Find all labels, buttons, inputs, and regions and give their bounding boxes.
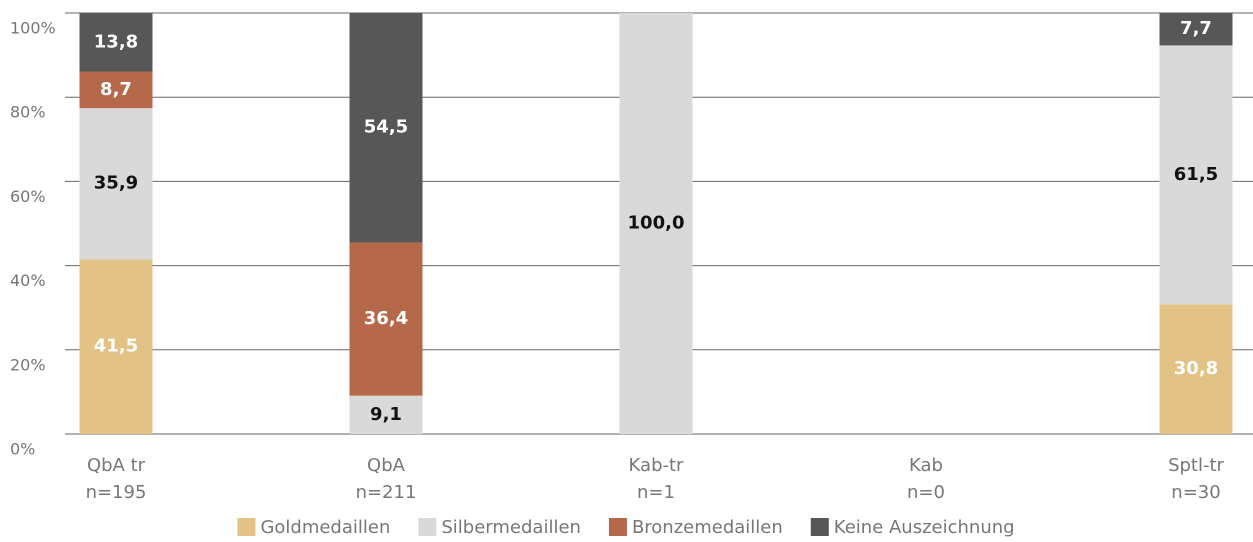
y-tick-label: 0% xyxy=(10,440,35,459)
legend-swatch xyxy=(608,518,627,536)
bar-segment xyxy=(79,13,153,72)
bar-segment xyxy=(1159,45,1233,305)
bar-segment xyxy=(79,108,153,260)
bar-segment xyxy=(349,395,423,434)
data-label: 41,5 xyxy=(94,336,138,357)
data-label: 9,1 xyxy=(370,404,402,425)
bar-segment xyxy=(79,259,153,434)
bar-segment xyxy=(1159,304,1233,434)
y-tick-label: 40% xyxy=(10,271,46,290)
bar-segment xyxy=(349,242,423,396)
data-label: 54,5 xyxy=(364,117,408,138)
data-label: 8,7 xyxy=(100,79,132,100)
x-tick-label: Kab-tr xyxy=(629,455,684,476)
y-tick-label: 80% xyxy=(10,103,46,122)
bar-segment xyxy=(1159,13,1233,46)
x-tick-label: n=195 xyxy=(86,482,147,503)
y-tick-label: 60% xyxy=(10,187,46,206)
data-label: 13,8 xyxy=(94,31,138,52)
y-tick-label: 100% xyxy=(10,19,56,38)
x-tick-label: Sptl-tr xyxy=(1168,455,1224,476)
x-tick-label: n=30 xyxy=(1171,482,1220,503)
data-label: 36,4 xyxy=(364,308,408,329)
data-label: 7,7 xyxy=(1180,18,1212,39)
y-tick-label: 20% xyxy=(10,355,46,374)
x-tick-label: QbA tr xyxy=(87,455,146,476)
data-label: 100,0 xyxy=(628,213,685,234)
legend-label: Silbermedaillen xyxy=(441,517,581,538)
legend-label: Keine Auszeichnung xyxy=(834,517,1015,538)
legend-label: Bronzemedaillen xyxy=(632,517,783,538)
data-label: 61,5 xyxy=(1174,164,1218,185)
x-tick-label: n=211 xyxy=(356,482,417,503)
legend-label: Goldmedaillen xyxy=(260,517,390,538)
bar-segment xyxy=(79,71,153,109)
legend-swatch xyxy=(418,518,437,536)
data-label: 30,8 xyxy=(1174,358,1218,379)
x-tick-label: QbA xyxy=(367,455,406,476)
x-tick-label: Kab xyxy=(909,455,943,476)
bar-segment xyxy=(619,13,693,434)
x-tick-label: n=0 xyxy=(907,482,945,503)
legend-swatch xyxy=(237,518,256,536)
bar-segment xyxy=(349,13,423,243)
data-label: 35,9 xyxy=(94,173,138,194)
x-tick-label: n=1 xyxy=(637,482,675,503)
legend-swatch xyxy=(810,518,829,536)
